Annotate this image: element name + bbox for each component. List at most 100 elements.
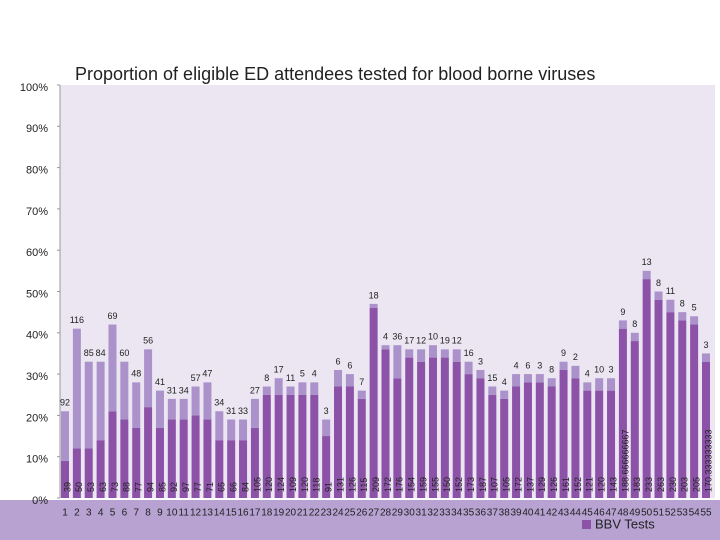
bar-segment [310, 382, 319, 395]
bar-label: 107 [490, 477, 500, 492]
bar-label: 50 [74, 482, 84, 492]
top-label: 3 [324, 406, 329, 416]
bar-label: 137 [525, 477, 535, 492]
x-tick-label: 28 [380, 508, 392, 519]
bar-label: 115 [359, 478, 369, 492]
top-label: 8 [632, 319, 637, 329]
x-tick-label: 6 [122, 508, 128, 519]
top-label: 12 [416, 336, 426, 346]
bar-segment [334, 386, 343, 498]
bar-segment [678, 320, 687, 498]
bar-segment [132, 382, 141, 428]
bar-label: 172 [513, 477, 523, 492]
bar-segment [61, 411, 69, 461]
chart-title: Proportion of eligible ED attendees test… [75, 64, 595, 84]
bar-label: 39 [62, 482, 72, 492]
top-label: 13 [642, 257, 652, 267]
bar-segment [262, 394, 271, 498]
bar-label: 172 [383, 477, 393, 492]
bar-label: 77 [193, 482, 203, 492]
x-tick-label: 20 [285, 508, 297, 519]
bar-label: 84 [240, 482, 250, 492]
bar-segment [72, 328, 81, 449]
top-label: 8 [680, 299, 685, 309]
x-tick-label: 12 [190, 508, 202, 519]
top-label: 85 [84, 348, 94, 358]
y-tick-label: 30% [26, 371, 48, 383]
bar-segment [571, 378, 580, 498]
bar-segment [535, 374, 544, 383]
top-label: 4 [585, 369, 590, 379]
x-tick-label: 36 [475, 508, 487, 519]
bar-segment [618, 328, 627, 498]
bar-label: 94 [145, 482, 155, 492]
top-label: 18 [369, 290, 379, 300]
bar-segment [369, 303, 378, 309]
bar-segment [274, 394, 283, 498]
bar-segment [96, 440, 105, 498]
top-label: 57 [191, 373, 201, 383]
bar-segment [476, 378, 485, 498]
bar-segment [440, 349, 449, 358]
top-label: 11 [286, 373, 295, 383]
bar-segment [500, 390, 509, 399]
x-tick-label: 15 [226, 508, 238, 519]
bar-segment [583, 382, 592, 391]
bar-segment [298, 382, 307, 395]
bar-segment [595, 378, 604, 391]
top-label: 3 [478, 356, 483, 366]
bar-segment [523, 382, 532, 498]
top-label: 17 [404, 336, 414, 346]
axis-band [0, 500, 720, 540]
x-tick-label: 50 [641, 508, 653, 519]
bar-segment [654, 299, 663, 498]
top-label: 2 [573, 352, 578, 362]
bar-label: 77 [134, 482, 144, 492]
bar-label: 152 [573, 477, 583, 492]
x-tick-label: 43 [558, 508, 570, 519]
bar-segment [500, 398, 509, 498]
bar-segment [155, 427, 164, 498]
top-label: 48 [131, 369, 141, 379]
y-tick-label: 70% [26, 206, 48, 218]
y-tick-label: 60% [26, 247, 48, 259]
x-tick-label: 26 [356, 508, 368, 519]
bar-segment [120, 419, 129, 498]
bar-segment [108, 324, 117, 412]
x-tick-label: 4 [98, 508, 104, 519]
bar-label: 105 [502, 477, 512, 492]
bar-label: 97 [181, 482, 191, 492]
bar-segment [512, 374, 521, 387]
bar-label: 120 [597, 477, 607, 492]
x-tick-label: 52 [665, 508, 677, 519]
bar-label: 73 [110, 482, 120, 492]
x-tick-label: 9 [157, 508, 163, 519]
top-label: 36 [392, 332, 402, 342]
x-tick-label: 35 [463, 508, 475, 519]
top-label: 33 [238, 406, 248, 416]
bar-label: 92 [169, 482, 179, 492]
bar-label: 120 [300, 477, 310, 492]
bar-segment [227, 419, 236, 441]
x-tick-label: 47 [605, 508, 617, 519]
top-label: 8 [264, 373, 269, 383]
bar-segment [96, 361, 105, 441]
bar-label: 121 [585, 477, 595, 492]
top-label: 4 [383, 332, 388, 342]
bar-label: 65 [217, 482, 227, 492]
x-tick-label: 2 [74, 508, 80, 519]
bar-segment [654, 291, 663, 300]
x-tick-label: 37 [487, 508, 499, 519]
top-label: 19 [440, 336, 450, 346]
bar-label: 161 [561, 477, 571, 492]
bar-label: 187 [478, 477, 488, 492]
top-label: 4 [312, 369, 317, 379]
bar-segment [547, 378, 556, 387]
bar-segment [559, 361, 568, 370]
top-label: 8 [549, 365, 554, 375]
bar-label: 183 [632, 477, 642, 492]
bar-segment [61, 460, 69, 498]
x-tick-label: 21 [297, 508, 309, 519]
bar-segment [215, 411, 224, 441]
